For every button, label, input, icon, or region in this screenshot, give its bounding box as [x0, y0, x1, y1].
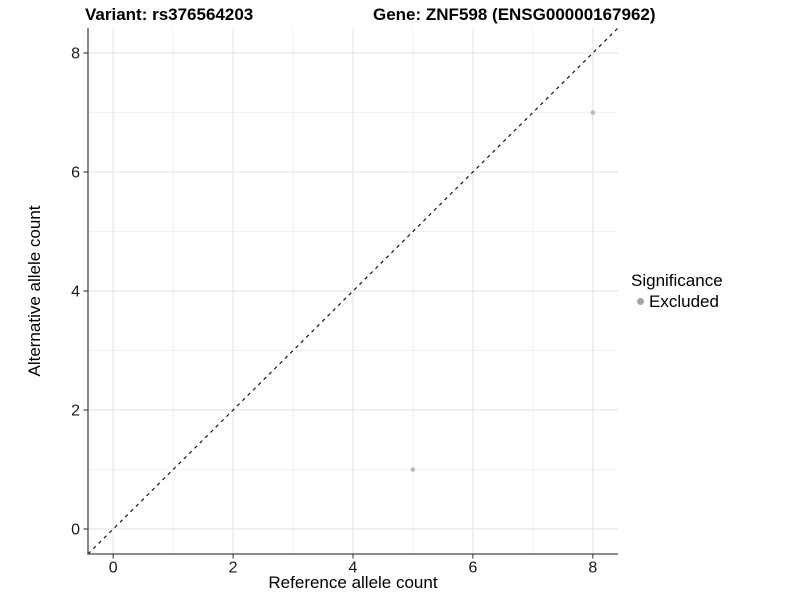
- y-tick-label: 0: [71, 522, 80, 539]
- y-tick-label: 8: [71, 45, 80, 62]
- legend-title: Significance: [631, 271, 723, 290]
- data-point: [410, 467, 416, 472]
- y-axis-title: Alternative allele count: [25, 205, 44, 377]
- legend-key-dot-icon: [637, 298, 644, 305]
- data-point: [590, 110, 596, 115]
- x-tick-label: 4: [349, 560, 358, 577]
- legend: Significance Excluded: [631, 271, 723, 311]
- y-tick-label: 6: [71, 164, 80, 181]
- x-tick-label: 2: [229, 560, 238, 577]
- x-tick-label: 8: [588, 560, 597, 577]
- y-tick-label: 4: [71, 284, 80, 301]
- plot-title-variant: Variant: rs376564203: [85, 5, 254, 24]
- y-tick-label: 2: [71, 403, 80, 420]
- legend-item-label: Excluded: [649, 292, 719, 311]
- plot-title-gene: Gene: ZNF598 (ENSG00000167962): [373, 5, 656, 24]
- x-axis-title: Reference allele count: [268, 573, 438, 592]
- x-tick-label: 0: [109, 560, 118, 577]
- legend-item-excluded: Excluded: [631, 292, 723, 311]
- x-tick-label: 6: [468, 560, 477, 577]
